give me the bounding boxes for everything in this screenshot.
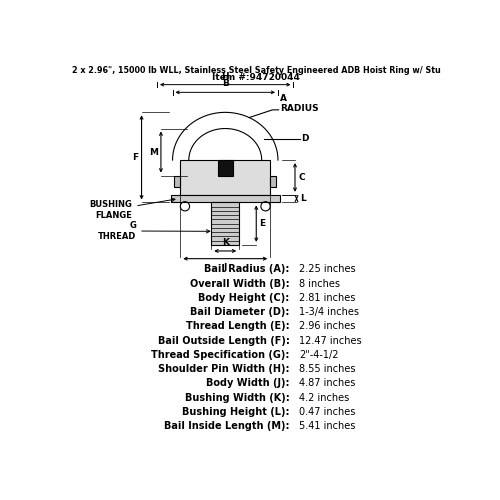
Text: 2.25 inches: 2.25 inches bbox=[299, 264, 356, 274]
Text: Bushing Width (K):: Bushing Width (K): bbox=[185, 392, 290, 402]
Text: 2.96 inches: 2.96 inches bbox=[299, 322, 355, 332]
Text: K: K bbox=[222, 238, 229, 247]
Bar bbox=[174, 176, 180, 187]
Text: G
THREAD: G THREAD bbox=[98, 221, 210, 240]
Bar bbox=[218, 160, 233, 176]
Text: Bail Radius (A):: Bail Radius (A): bbox=[204, 264, 290, 274]
Text: 5.41 inches: 5.41 inches bbox=[299, 421, 355, 431]
Text: BUSHING
FLANGE: BUSHING FLANGE bbox=[90, 198, 175, 220]
Text: 12.47 inches: 12.47 inches bbox=[299, 336, 362, 345]
Bar bbox=[180, 160, 270, 194]
Text: Item #:94720044: Item #:94720044 bbox=[212, 73, 300, 82]
Text: 4.87 inches: 4.87 inches bbox=[299, 378, 355, 388]
Text: D: D bbox=[301, 134, 308, 143]
Text: 2"-4-1/2: 2"-4-1/2 bbox=[299, 350, 339, 360]
Text: Bail Diameter (D):: Bail Diameter (D): bbox=[190, 307, 290, 317]
Text: H: H bbox=[222, 72, 229, 81]
Bar bbox=[171, 194, 280, 202]
Text: Overall Width (B):: Overall Width (B): bbox=[190, 278, 290, 288]
Text: Bail Inside Length (M):: Bail Inside Length (M): bbox=[164, 421, 290, 431]
Text: Thread Specification (G):: Thread Specification (G): bbox=[151, 350, 290, 360]
Text: Bushing Height (L):: Bushing Height (L): bbox=[182, 407, 290, 417]
Text: 1-3/4 inches: 1-3/4 inches bbox=[299, 307, 359, 317]
Text: Bail Outside Length (F):: Bail Outside Length (F): bbox=[158, 336, 290, 345]
Text: Body Width (J):: Body Width (J): bbox=[206, 378, 290, 388]
Text: C: C bbox=[298, 173, 304, 182]
Text: 0.47 inches: 0.47 inches bbox=[299, 407, 355, 417]
Text: M: M bbox=[149, 148, 158, 156]
Text: 4.2 inches: 4.2 inches bbox=[299, 392, 349, 402]
Text: F: F bbox=[132, 153, 138, 162]
Text: E: E bbox=[260, 219, 266, 228]
Text: 2 x 2.96", 15000 lb WLL, Stainless Steel Safety Engineered ADB Hoist Ring w/ Stu: 2 x 2.96", 15000 lb WLL, Stainless Steel… bbox=[72, 66, 440, 75]
Text: 8.55 inches: 8.55 inches bbox=[299, 364, 356, 374]
Text: 2.81 inches: 2.81 inches bbox=[299, 293, 355, 303]
Bar bbox=[270, 176, 276, 187]
Text: J: J bbox=[224, 262, 227, 272]
Text: L: L bbox=[300, 194, 306, 203]
Bar bbox=[212, 202, 239, 245]
Text: Thread Length (E):: Thread Length (E): bbox=[186, 322, 290, 332]
Text: Shoulder Pin Width (H):: Shoulder Pin Width (H): bbox=[158, 364, 290, 374]
Text: 8 inches: 8 inches bbox=[299, 278, 340, 288]
Text: Body Height (C):: Body Height (C): bbox=[198, 293, 290, 303]
Text: B: B bbox=[222, 80, 228, 88]
Text: A
RADIUS: A RADIUS bbox=[280, 94, 319, 114]
